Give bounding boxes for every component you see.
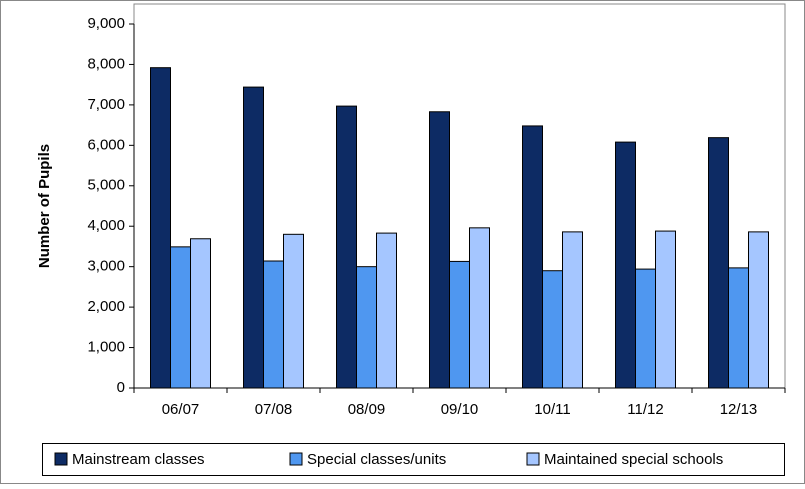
bar [429,111,450,389]
bar [283,233,304,389]
bar [728,267,749,389]
legend-swatch [54,452,68,466]
x-tick-label: 08/09 [348,401,386,418]
bar [655,230,676,389]
y-tick-label: 1,000 [87,339,125,356]
y-tick-label: 2,000 [87,298,125,315]
bar [376,232,397,389]
legend-box [42,443,785,476]
y-tick-label: 7,000 [87,96,125,113]
y-axis-label: Number of Pupils [36,144,53,268]
bar [243,86,264,389]
y-tick-label: 5,000 [87,177,125,194]
bar [356,266,377,389]
bar [615,141,636,389]
bar [469,227,490,389]
legend-swatch [289,452,303,466]
bar [170,246,191,389]
y-tick-label: 8,000 [87,55,125,72]
bar [449,260,470,389]
bar [562,231,583,389]
x-tick-label: 11/12 [627,401,663,418]
bar [150,67,171,389]
x-tick-label: 10/11 [534,401,570,418]
legend-swatch [526,452,540,466]
bar [190,238,211,389]
x-tick-label: 06/07 [162,401,200,418]
bar [522,125,543,389]
legend-label: Maintained special schools [544,451,723,468]
y-tick-label: 3,000 [87,258,125,275]
bar [748,231,769,389]
x-tick-label: 12/13 [720,401,758,418]
bar [708,137,729,389]
x-tick-label: 09/10 [441,401,479,418]
y-tick-label: 9,000 [87,15,125,32]
legend-label: Mainstream classes [72,451,205,468]
y-tick-label: 4,000 [87,217,125,234]
bar [635,268,656,389]
y-tick-label: 0 [117,379,125,396]
x-tick-label: 07/08 [255,401,293,418]
bar [263,260,284,389]
bar [542,270,563,389]
legend-label: Special classes/units [307,451,446,468]
bar [336,105,357,389]
y-tick-label: 6,000 [87,136,125,153]
